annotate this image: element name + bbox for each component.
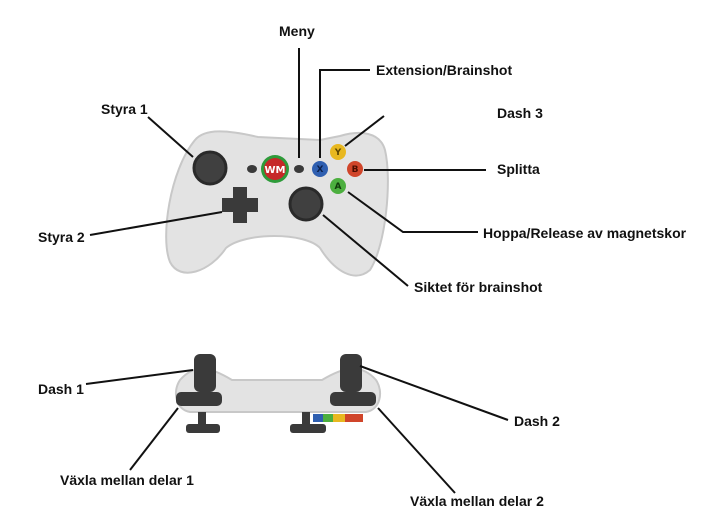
label-split: Splitta: [497, 161, 540, 177]
leader-aim: [322, 214, 409, 287]
leader-dash1: [85, 369, 194, 385]
left-stick-nub: [198, 412, 206, 426]
label-steer-1: Styra 1: [101, 101, 148, 117]
label-switch-parts-1: Växla mellan delar 1: [60, 472, 194, 488]
label-extension-brainshot: Extension/Brainshot: [376, 62, 513, 78]
right-stick[interactable]: [288, 186, 324, 222]
controller-front-view: WM X Y B A: [165, 130, 389, 277]
face-button-b[interactable]: B: [347, 161, 363, 177]
label-menu: Meny: [279, 23, 315, 39]
leader-steer1: [147, 116, 194, 158]
label-steer-2: Styra 2: [38, 229, 85, 245]
start-button[interactable]: [294, 165, 304, 173]
top-view-button-blue: [313, 414, 323, 422]
face-button-x-letter: X: [317, 165, 324, 175]
leader-dash3: [344, 115, 385, 147]
top-view-button-green: [323, 414, 333, 422]
leader-steer2: [89, 211, 223, 236]
left-trigger[interactable]: [194, 354, 216, 392]
right-bumper[interactable]: [330, 392, 376, 406]
right-stick-nub: [302, 412, 310, 426]
leader-dash2: [359, 365, 509, 421]
dpad[interactable]: [222, 187, 258, 223]
face-button-x[interactable]: X: [312, 161, 328, 177]
top-view-button-red: [345, 414, 363, 422]
right-trigger[interactable]: [340, 354, 362, 392]
leader-extension: [319, 69, 370, 158]
top-view-button-yellow: [333, 414, 345, 422]
face-button-y-letter: Y: [334, 148, 342, 158]
label-jump-release: Hoppa/Release av magnetskor: [483, 225, 687, 241]
right-stick-cap: [290, 424, 326, 433]
guide-button[interactable]: [264, 158, 286, 180]
label-dash-1: Dash 1: [38, 381, 84, 397]
leader-jump: [347, 191, 478, 233]
label-dash-3: Dash 3: [497, 105, 543, 121]
label-dash-2: Dash 2: [514, 413, 560, 429]
label-aim-brainshot: Siktet för brainshot: [414, 279, 543, 295]
left-stick-cap: [186, 424, 220, 433]
leader-switch2: [377, 407, 456, 494]
face-button-a-letter: A: [335, 182, 342, 192]
face-button-b-letter: B: [352, 165, 359, 175]
left-bumper[interactable]: [176, 392, 222, 406]
leader-switch1: [129, 407, 179, 471]
controller-top-view: [174, 354, 382, 433]
label-switch-parts-2: Växla mellan delar 2: [410, 493, 544, 509]
controller-body-front: [165, 130, 389, 277]
back-button[interactable]: [247, 165, 257, 173]
face-button-y[interactable]: Y: [330, 144, 346, 160]
left-stick[interactable]: [192, 150, 228, 186]
guide-logo-text: WM: [265, 165, 286, 176]
leader-lines: [85, 48, 509, 494]
face-button-a[interactable]: A: [330, 178, 346, 194]
